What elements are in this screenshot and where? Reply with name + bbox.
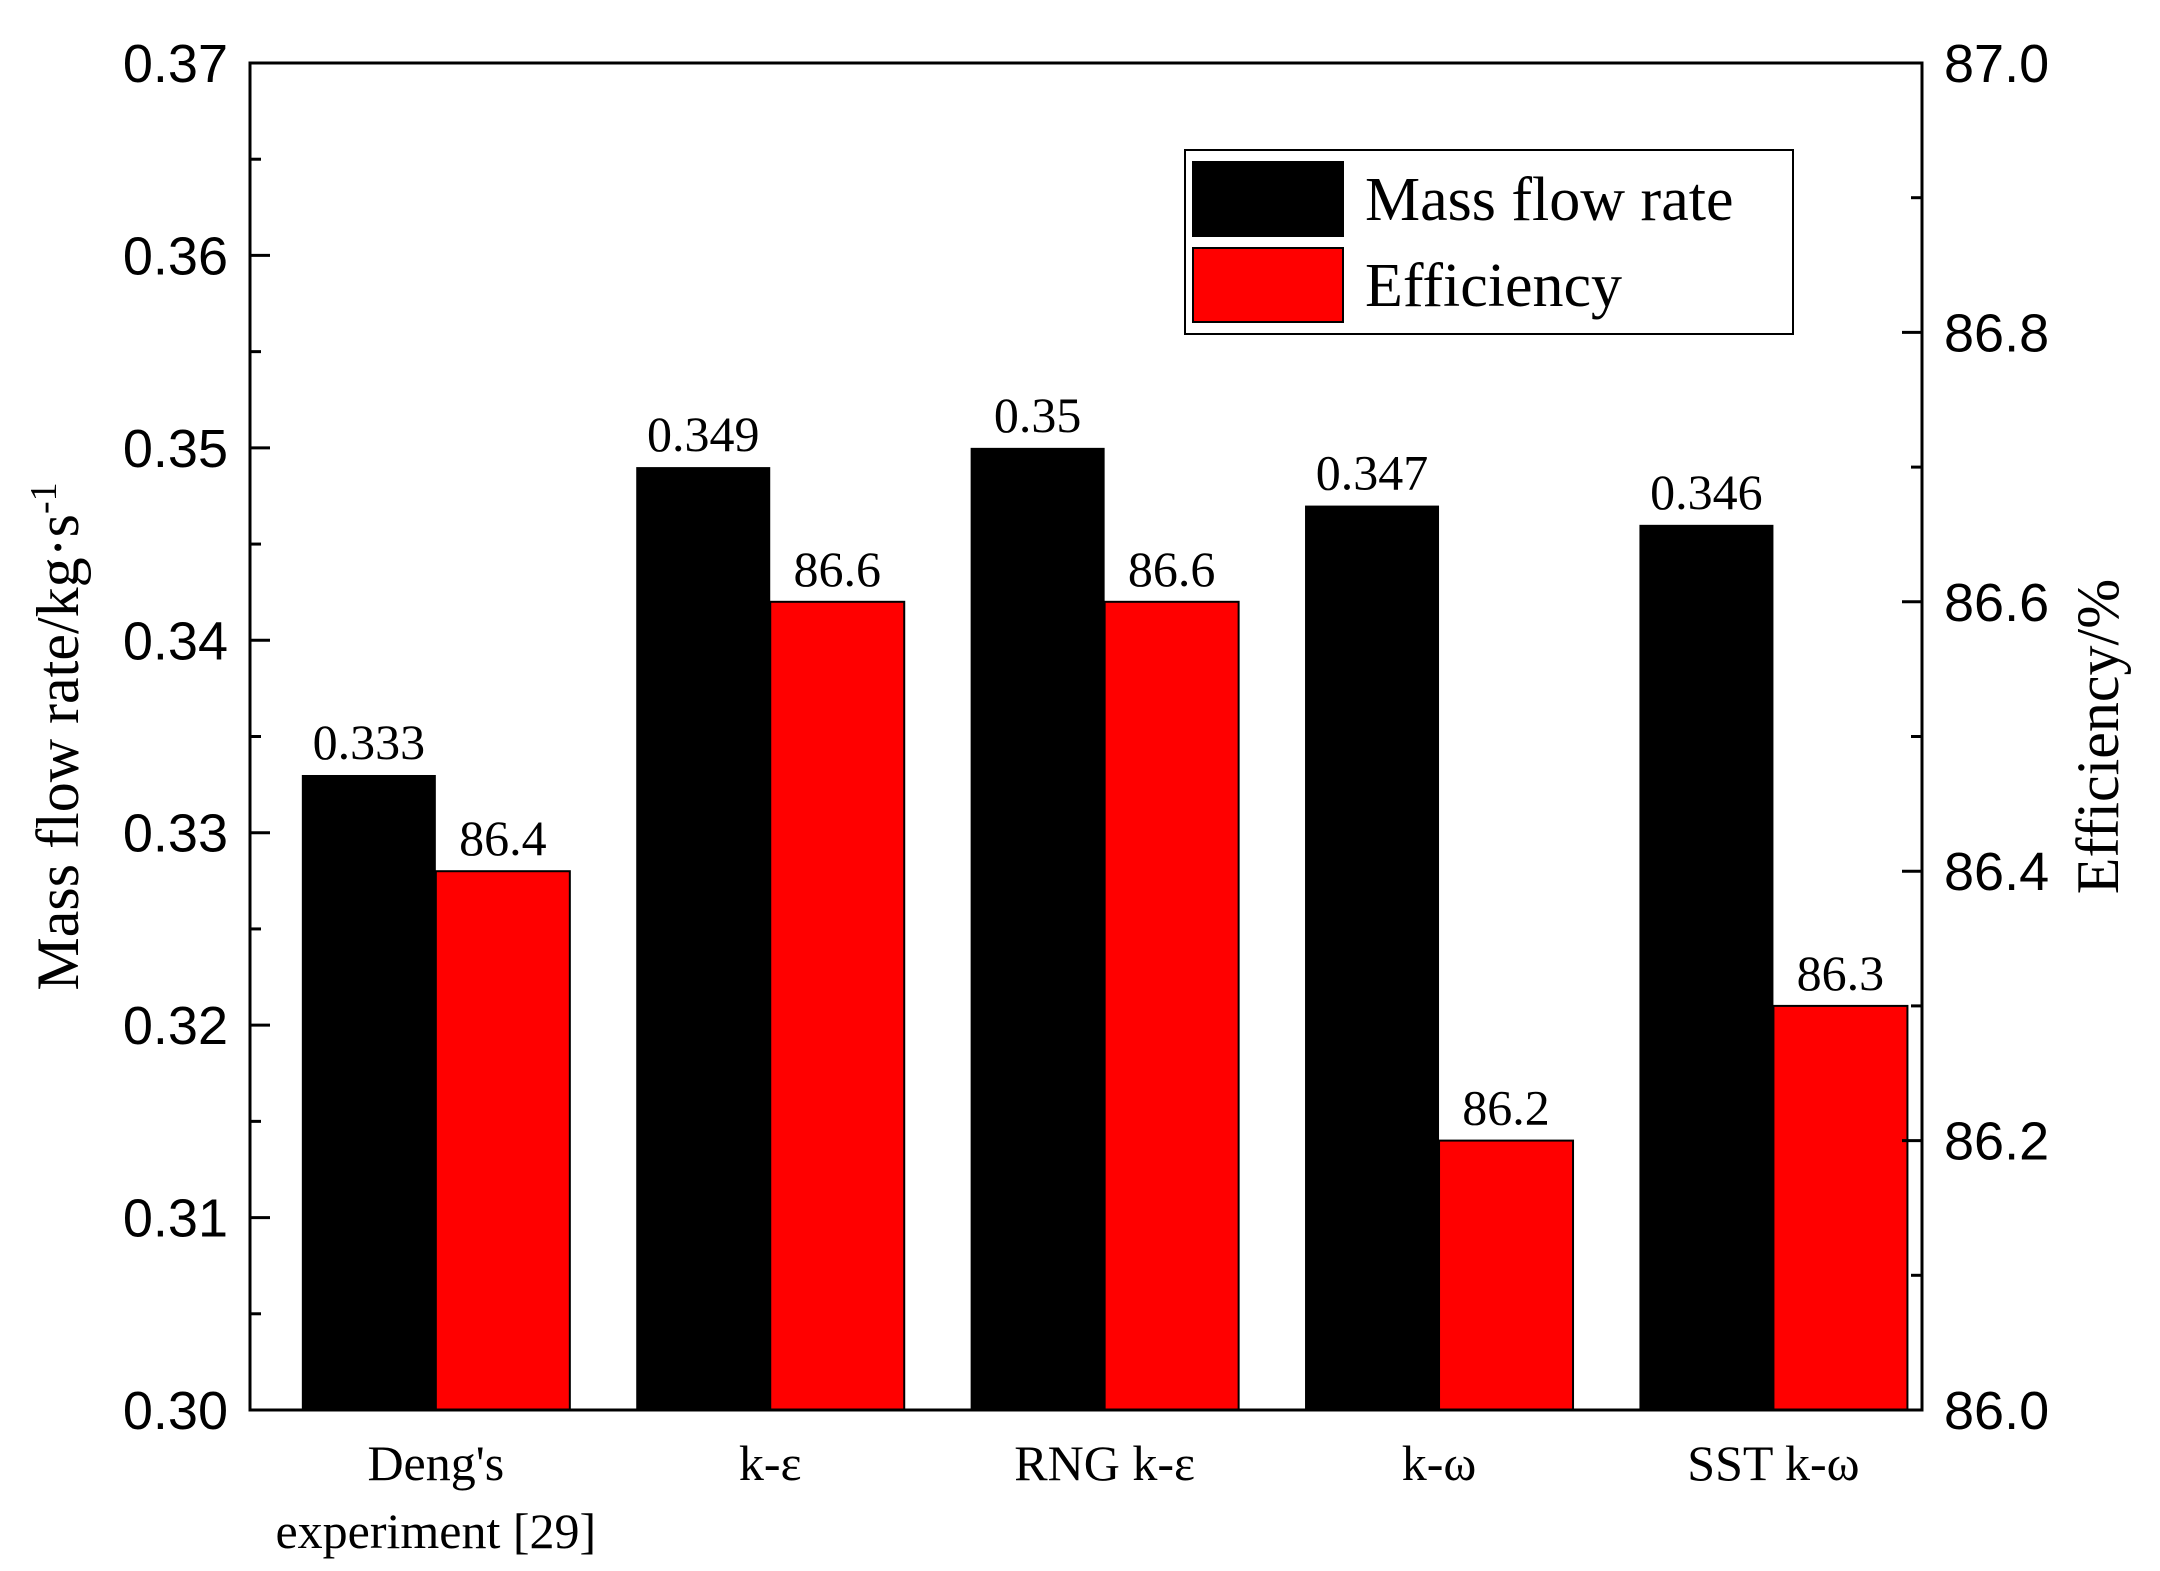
x-tick-label: experiment [29] [275,1503,596,1559]
bar-mass-flow-rate [970,447,1105,1410]
bar-mass-flow-rate [1639,524,1774,1410]
legend-label: Efficiency [1365,252,1622,320]
bar-efficiency [1103,600,1240,1411]
y-left-tick-label: 0.34 [123,611,228,671]
data-label-efficiency: 86.6 [793,541,881,597]
y-left-tick-label: 0.37 [123,34,228,94]
y-right-tick-label: 86.8 [1944,303,2049,363]
x-tick-label: k-ω [1402,1435,1477,1491]
y-left-tick-label: 0.33 [123,804,228,864]
y-left-tick-label: 0.32 [123,996,228,1056]
y-right-tick-label: 86.6 [1944,573,2049,633]
data-label-efficiency: 86.4 [459,810,547,866]
x-tick-label: k-ε [739,1435,802,1491]
legend-swatch [1192,247,1344,323]
bar-mass-flow-rate [1305,505,1440,1411]
data-label-mass-flow-rate: 0.346 [1650,464,1763,520]
bar-efficiency [434,870,571,1411]
y-right-tick-label: 86.4 [1944,842,2049,902]
y-left-tick-label: 0.30 [123,1381,228,1441]
legend-swatch [1192,161,1344,237]
y-right-tick-label: 86.0 [1944,1381,2049,1441]
y-left-axis-title-text: Mass flow rate/kg·s [25,514,91,991]
bar-efficiency [1772,1004,1909,1412]
data-label-mass-flow-rate: 0.35 [994,387,1082,443]
y-left-tick-label: 0.31 [123,1189,228,1249]
x-tick-label: SST k-ω [1687,1435,1859,1491]
legend-label: Mass flow rate [1365,166,1733,234]
data-label-mass-flow-rate: 0.347 [1316,445,1429,501]
data-label-efficiency: 86.6 [1128,541,1216,597]
y-left-axis-title: Mass flow rate/kg·s-1 [23,482,91,990]
data-label-efficiency: 86.2 [1462,1080,1550,1136]
x-tick-label: RNG k-ε [1014,1435,1195,1491]
bar-mass-flow-rate [636,467,771,1411]
y-left-tick-label: 0.36 [123,226,228,286]
bar-mass-flow-rate [301,774,436,1410]
y-left-tick-label: 0.35 [123,419,228,479]
x-tick-label: Deng's [367,1435,504,1491]
y-right-tick-label: 87.0 [1944,34,2049,94]
y-right-axis-title: Efficiency/% [2065,579,2131,894]
bar-efficiency [769,600,906,1411]
data-label-mass-flow-rate: 0.333 [313,714,426,770]
data-label-mass-flow-rate: 0.349 [647,406,760,462]
data-label-efficiency: 86.3 [1797,945,1885,1001]
y-left-axis-title-superscript: -1 [23,482,65,514]
bar-efficiency [1438,1139,1575,1411]
y-right-tick-label: 86.2 [1944,1112,2049,1172]
